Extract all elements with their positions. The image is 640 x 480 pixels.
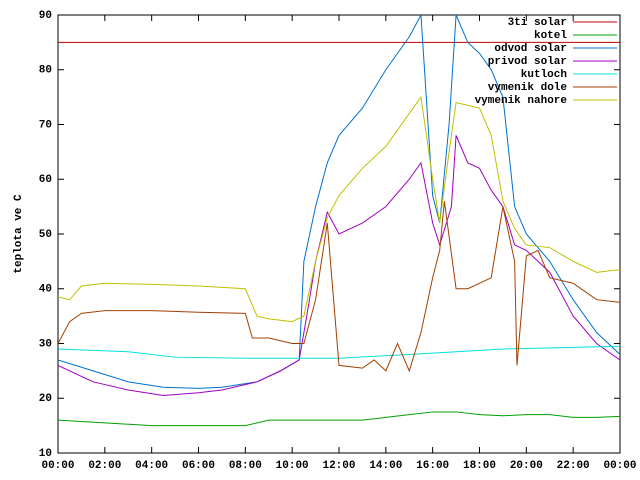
x-tick-label: 20:00: [510, 460, 543, 472]
series-line: [58, 15, 620, 389]
y-tick-label: 50: [39, 229, 52, 241]
x-tick-label: 12:00: [322, 460, 355, 472]
y-tick-label: 60: [39, 174, 52, 186]
x-tick-label: 00:00: [41, 460, 74, 472]
legend-label: vymenik dole: [488, 82, 568, 94]
x-tick-label: 06:00: [182, 460, 215, 472]
y-tick-label: 90: [39, 10, 52, 22]
y-tick-label: 30: [39, 338, 52, 350]
x-tick-label: 18:00: [463, 460, 496, 472]
y-tick-label: 10: [39, 448, 52, 460]
series-line: [58, 95, 620, 323]
x-tick-label: 04:00: [135, 460, 168, 472]
legend-label: kutloch: [521, 69, 567, 81]
y-tick-label: 70: [39, 119, 52, 131]
x-tick-label: 16:00: [416, 460, 449, 472]
legend-label: privod solar: [488, 56, 567, 68]
series-line: [58, 411, 620, 427]
x-tick-label: 10:00: [276, 460, 309, 472]
y-tick-label: 80: [39, 65, 52, 77]
y-tick-label: 40: [39, 284, 52, 296]
y-tick-label: 20: [39, 393, 52, 405]
x-tick-label: 14:00: [369, 460, 402, 472]
x-tick-label: 22:00: [557, 460, 590, 472]
series-line: [58, 201, 620, 373]
x-tick-label: 08:00: [229, 460, 262, 472]
series-line: [58, 135, 620, 397]
series-line: [58, 345, 620, 359]
legend-label: kotel: [534, 30, 567, 42]
x-tick-label: 00:00: [603, 460, 636, 472]
legend-label: 3ti solar: [508, 17, 567, 29]
legend-label: odvod solar: [494, 43, 567, 55]
legend-label: vymenik nahore: [475, 95, 568, 107]
y-axis-label: teplota ve C: [13, 194, 25, 274]
x-tick-label: 02:00: [88, 460, 121, 472]
